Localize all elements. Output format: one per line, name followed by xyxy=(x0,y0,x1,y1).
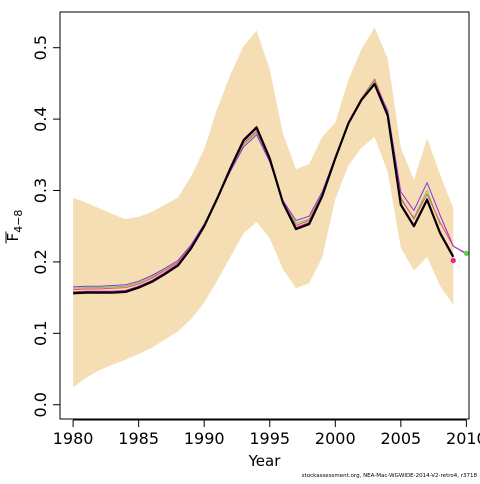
confidence-band-layer xyxy=(73,27,454,388)
terminal-point-1 xyxy=(450,257,456,264)
x-tick-label: 2000 xyxy=(315,429,356,448)
y-tick-label: 0.5 xyxy=(31,35,50,60)
chart-footer-credit: stockassessment.org, NEA-Mac-WGWIDE-2014… xyxy=(302,473,478,479)
x-tick-label: 1980 xyxy=(53,429,94,448)
x-tick-label: 1985 xyxy=(118,429,159,448)
y-axis-title-text: F4−8 xyxy=(4,210,25,242)
confidence-band xyxy=(73,27,454,388)
y-axis: 0.0 0.1 0.2 0.3 0.4 0.5 xyxy=(31,35,61,417)
y-tick-label: 0.3 xyxy=(31,178,50,203)
x-axis-title: Year xyxy=(248,452,282,470)
terminal-point-2 xyxy=(463,250,469,256)
y-tick-label: 0.1 xyxy=(31,321,50,346)
y-axis-title-subscript: 4−8 xyxy=(12,210,25,233)
y-axis-title: F4−8 xyxy=(4,210,25,244)
y-tick-label: 0.0 xyxy=(31,392,50,417)
series-line-main xyxy=(73,82,455,295)
points-layer xyxy=(450,250,469,264)
y-axis-title-main: F xyxy=(4,233,22,242)
x-tick-label: 1995 xyxy=(249,429,290,448)
x-tick-label: 1990 xyxy=(184,429,225,448)
x-tick-label: 2005 xyxy=(380,429,421,448)
series-layer xyxy=(73,78,467,295)
y-tick-label: 0.4 xyxy=(31,106,50,131)
y-tick-label: 0.2 xyxy=(31,249,50,274)
